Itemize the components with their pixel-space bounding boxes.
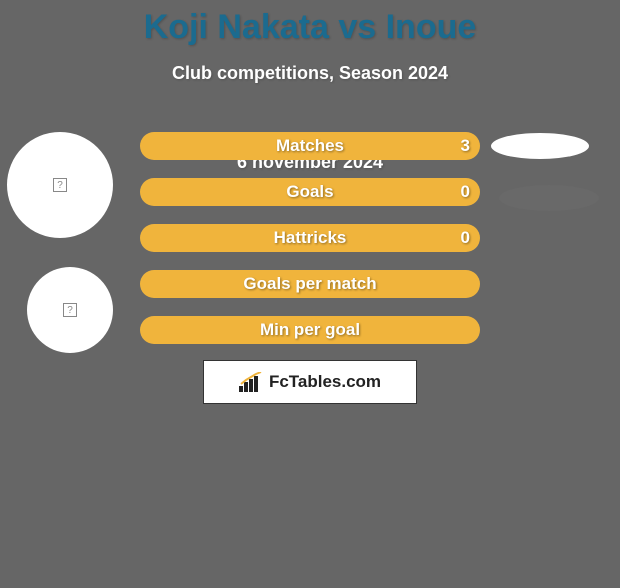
bar-chart-icon: [239, 372, 265, 392]
page-container: Koji Nakata vs Inoue Club competitions, …: [0, 8, 620, 588]
stat-label: Matches: [276, 136, 344, 156]
stat-row: Matches 3: [140, 132, 480, 160]
logo-box: FcTables.com: [203, 360, 417, 404]
stat-row: Min per goal: [140, 316, 480, 344]
stat-value: 0: [461, 228, 470, 248]
decorative-ellipse: [491, 133, 589, 159]
decorative-ellipse: [499, 185, 599, 211]
stat-label: Goals per match: [243, 274, 376, 294]
stat-label: Goals: [286, 182, 333, 202]
logo-text: FcTables.com: [269, 372, 381, 392]
player1-avatar: ?: [7, 132, 113, 238]
image-placeholder-icon: ?: [63, 303, 77, 317]
stat-value: 3: [461, 136, 470, 156]
stat-value: 0: [461, 182, 470, 202]
image-placeholder-icon: ?: [53, 178, 67, 192]
page-title: Koji Nakata vs Inoue: [0, 8, 620, 47]
stat-row: Goals per match: [140, 270, 480, 298]
stat-row: Hattricks 0: [140, 224, 480, 252]
page-subtitle: Club competitions, Season 2024: [0, 63, 620, 84]
player2-avatar: ?: [27, 267, 113, 353]
stat-label: Min per goal: [260, 320, 360, 340]
stat-row: Goals 0: [140, 178, 480, 206]
stat-label: Hattricks: [274, 228, 347, 248]
